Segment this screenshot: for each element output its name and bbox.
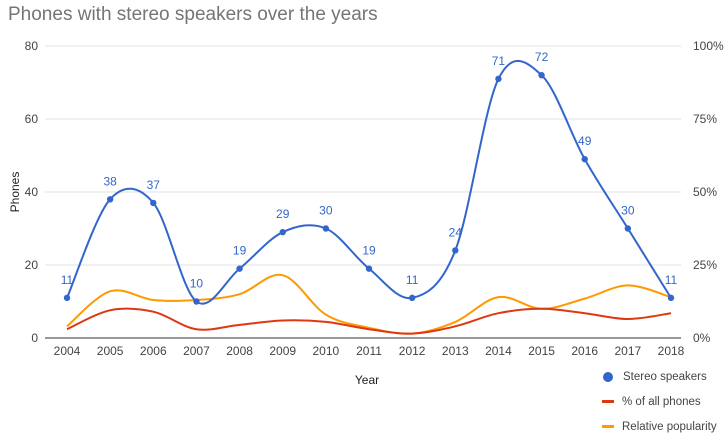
series-lines xyxy=(66,59,672,335)
data-label: 11 xyxy=(665,273,678,287)
series-line xyxy=(66,273,672,335)
x-tick-label: 2013 xyxy=(442,344,469,358)
x-axis-title: Year xyxy=(355,373,379,387)
x-tick-label: 2015 xyxy=(528,344,555,358)
x-tick-label: 2006 xyxy=(140,344,167,358)
legend-label: Relative popularity xyxy=(622,420,717,433)
legend-item-relative-popularity: Relative popularity xyxy=(602,414,717,439)
legend-item-stereo-speakers: Stereo speakers xyxy=(603,364,717,389)
data-point xyxy=(365,265,373,272)
data-labels: 11 38 37 10 19 29 30 19 11 24 71 72 49 30 11 xyxy=(61,50,678,290)
y-axis-title: Phones xyxy=(8,172,22,213)
data-point xyxy=(63,294,71,302)
data-label: 29 xyxy=(276,207,290,221)
y2-tick-label: 75% xyxy=(693,112,717,126)
data-point xyxy=(106,196,114,203)
data-label: 71 xyxy=(492,54,506,68)
data-label: 24 xyxy=(449,225,463,239)
data-label: 49 xyxy=(578,134,592,148)
chart-title: Phones with stereo speakers over the yea… xyxy=(8,4,378,25)
x-tick-label: 2011 xyxy=(356,344,382,358)
data-label: 10 xyxy=(190,277,204,291)
data-label: 19 xyxy=(362,244,376,258)
y2-tick-label: 25% xyxy=(693,258,717,272)
y2-tick-label: 0% xyxy=(693,331,711,345)
line-chart: 0 20 40 60 80 0% 25% 50% 75% 100% 2004 2005 2006 2007… xyxy=(8,39,724,387)
series-line xyxy=(66,59,672,305)
x-tick-label: 2012 xyxy=(399,344,426,358)
data-point xyxy=(279,228,286,236)
data-label: 30 xyxy=(621,204,635,218)
y2-tick-label: 100% xyxy=(693,39,724,53)
y-tick-label: 40 xyxy=(25,185,39,199)
data-point xyxy=(193,298,200,305)
y-tick-label: 20 xyxy=(25,258,39,272)
y-tick-label: 60 xyxy=(25,112,39,126)
legend-swatch-icon xyxy=(603,371,613,382)
x-tick-label: 2017 xyxy=(615,344,642,358)
data-point xyxy=(322,225,330,232)
gridlines xyxy=(45,45,681,339)
x-tick-label: 2009 xyxy=(269,344,296,358)
x-tick-label: 2005 xyxy=(97,344,124,358)
data-point xyxy=(538,72,545,79)
data-point xyxy=(495,75,502,83)
legend-item-percent-of-all-phones: % of all phones xyxy=(602,389,717,414)
x-tick-label: 2018 xyxy=(658,344,685,358)
x-tick-label: 2004 xyxy=(54,344,81,358)
series-line xyxy=(66,307,672,335)
data-point xyxy=(236,265,243,272)
data-points xyxy=(63,72,675,305)
data-label: 11 xyxy=(406,273,419,287)
data-label: 30 xyxy=(319,204,333,218)
legend-label: % of all phones xyxy=(622,395,701,408)
x-tick-label: 2016 xyxy=(571,344,598,358)
x-tick-label: 2008 xyxy=(226,344,253,358)
x-tick-label: 2007 xyxy=(183,344,210,358)
data-point xyxy=(452,247,459,254)
data-label: 11 xyxy=(61,273,74,287)
data-point xyxy=(667,294,675,302)
y-tick-label: 80 xyxy=(25,39,39,53)
data-label: 37 xyxy=(147,178,161,192)
data-label: 19 xyxy=(233,244,247,258)
data-point xyxy=(581,155,588,163)
data-point xyxy=(150,199,157,207)
legend-swatch-icon xyxy=(602,425,614,428)
x-tick-label: 2010 xyxy=(313,344,340,358)
legend: Stereo speakers % of all phones Relative… xyxy=(602,364,717,439)
data-point xyxy=(408,294,416,302)
axes: 0 20 40 60 80 0% 25% 50% 75% 100% 2004 2005 2006 2007… xyxy=(8,39,724,387)
legend-swatch-icon xyxy=(602,400,614,403)
x-tick-label: 2014 xyxy=(485,344,512,358)
legend-label: Stereo speakers xyxy=(623,370,707,383)
data-point xyxy=(624,225,632,232)
data-label: 38 xyxy=(103,174,117,188)
data-label: 72 xyxy=(535,50,549,64)
y-tick-label: 0 xyxy=(31,331,38,345)
y2-tick-label: 50% xyxy=(693,185,717,199)
